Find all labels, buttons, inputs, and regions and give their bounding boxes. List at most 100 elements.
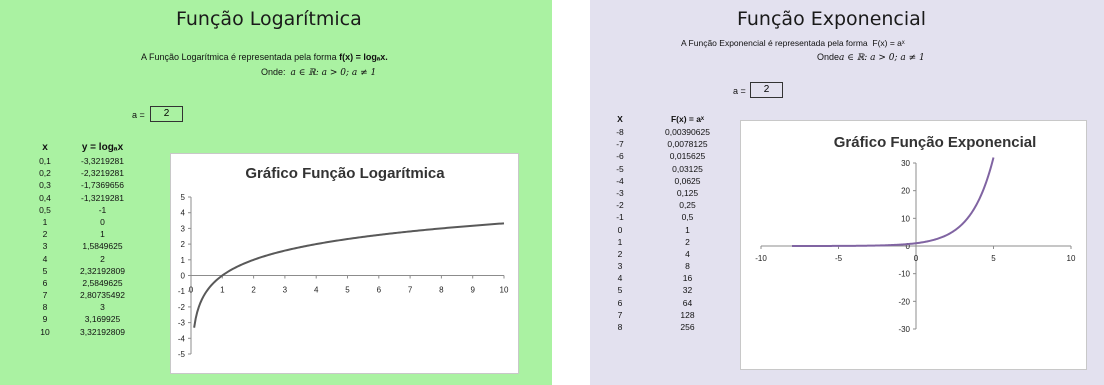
x-tick-label: -10 bbox=[755, 254, 767, 263]
y-tick-label: 10 bbox=[901, 214, 910, 223]
table-row: 0,5 -1 bbox=[25, 204, 145, 216]
x-tick-label: 7 bbox=[408, 286, 413, 295]
y-cell: 0 bbox=[100, 216, 105, 227]
y-cell: 0,03125 bbox=[672, 163, 703, 174]
y-cell: 3,169925 bbox=[84, 314, 121, 325]
x-cell: -6 bbox=[616, 151, 624, 162]
y-tick-label: -30 bbox=[898, 325, 910, 334]
x-cell: 6 bbox=[617, 297, 623, 308]
exp-a-label: a = bbox=[733, 86, 746, 96]
x-cell: 2 bbox=[42, 229, 48, 240]
log-title: Função Logarítmica bbox=[176, 8, 362, 30]
table-row: 0,2 -2,3219281 bbox=[25, 167, 145, 179]
x-cell: 0,1 bbox=[39, 156, 51, 166]
table-row: -4 0,0625 bbox=[605, 175, 735, 187]
y-tick-label: -10 bbox=[898, 270, 910, 279]
x-cell: 7 bbox=[42, 290, 48, 301]
table-row: 3 1,5849625 bbox=[25, 240, 145, 252]
x-tick-label: 10 bbox=[1067, 254, 1076, 263]
log-a-label: a = bbox=[132, 110, 145, 120]
y-cell: 1,5849625 bbox=[82, 241, 123, 252]
x-cell: -2 bbox=[616, 200, 624, 211]
x-cell: 5 bbox=[617, 285, 623, 296]
x-cell: 8 bbox=[617, 322, 623, 332]
log-condition: Onde: a ∈ ℝ: a > 0; a ≠ 1 bbox=[261, 67, 377, 78]
y-tick-label: 0 bbox=[906, 242, 911, 251]
y-tick-label: 5 bbox=[181, 193, 186, 202]
x-cell: 0 bbox=[617, 224, 623, 235]
y-cell: 4 bbox=[685, 248, 690, 259]
exp-condition: Ondea ∈ ℝ: a > 0; a ≠ 1 bbox=[817, 52, 925, 63]
table-row: -5 0,03125 bbox=[605, 163, 735, 175]
x-cell: 10 bbox=[40, 326, 50, 337]
y-cell: 2 bbox=[100, 253, 105, 264]
table-row: -6 0,015625 bbox=[605, 150, 735, 162]
y-cell: 1 bbox=[100, 229, 105, 240]
y-cell: 0,00390625 bbox=[665, 127, 710, 137]
exp-col-y-header: F(x) = aˣ bbox=[670, 114, 705, 124]
log-chart: Gráfico Função Logarítmica 0 1 2 3 4 5 6 7 8 9 10 5 4… bbox=[170, 153, 519, 374]
table-row: 6 64 bbox=[605, 297, 735, 309]
log-a-input[interactable]: 2 bbox=[150, 106, 183, 122]
x-tick-label: 5 bbox=[345, 286, 350, 295]
y-tick-label: 0 bbox=[181, 272, 186, 281]
y-cell: -1,7369656 bbox=[80, 180, 124, 191]
y-cell: 128 bbox=[680, 309, 695, 320]
x-cell: 0,2 bbox=[39, 168, 51, 179]
y-tick-label: 4 bbox=[181, 209, 186, 218]
exp-a-input[interactable]: 2 bbox=[750, 82, 783, 98]
y-cell: 256 bbox=[680, 322, 695, 332]
x-cell: 1 bbox=[617, 236, 623, 247]
table-row: 6 2,5849625 bbox=[25, 277, 145, 289]
y-tick-label: -3 bbox=[178, 319, 186, 328]
y-cell: 0,5 bbox=[681, 212, 694, 223]
table-row: -7 0,0078125 bbox=[605, 138, 735, 150]
x-tick-label: 9 bbox=[470, 286, 475, 295]
x-cell: 0,3 bbox=[39, 180, 51, 191]
table-row: -1 0,5 bbox=[605, 211, 735, 223]
x-tick-label: 0 bbox=[914, 254, 919, 263]
y-cell: -2,3219281 bbox=[80, 168, 124, 179]
x-cell: 2 bbox=[617, 248, 623, 259]
y-cell: 32 bbox=[682, 285, 693, 296]
log-table-header: x y = logₐx bbox=[25, 141, 145, 155]
y-cell: 64 bbox=[682, 297, 693, 308]
x-cell: 6 bbox=[42, 277, 48, 288]
exp-col-x-header: X bbox=[617, 114, 623, 124]
log-description: A Função Logarítmica é representada pela… bbox=[141, 52, 388, 62]
x-tick-label: 6 bbox=[377, 286, 382, 295]
y-cell: 16 bbox=[682, 273, 693, 284]
x-cell: 3 bbox=[42, 241, 48, 252]
series-line bbox=[792, 157, 995, 247]
y-tick-label: 1 bbox=[181, 256, 186, 265]
x-tick-label: 2 bbox=[251, 286, 256, 295]
x-cell: 8 bbox=[42, 302, 48, 313]
y-cell: 2,5849625 bbox=[82, 277, 123, 288]
table-row: 9 3,169925 bbox=[25, 313, 145, 325]
y-cell: 0,015625 bbox=[669, 151, 706, 162]
x-cell: 4 bbox=[617, 273, 623, 284]
x-tick-label: 3 bbox=[283, 286, 288, 295]
y-cell: -1 bbox=[98, 204, 107, 215]
x-cell: 0,4 bbox=[39, 192, 51, 203]
table-row: -8 0,00390625 bbox=[605, 126, 735, 138]
x-cell: -4 bbox=[616, 175, 624, 186]
y-cell: 0,25 bbox=[679, 200, 696, 211]
y-tick-label: 3 bbox=[181, 224, 186, 233]
log-col-x-header: x bbox=[42, 142, 48, 153]
y-tick-label: -20 bbox=[898, 297, 910, 306]
series-line bbox=[193, 222, 505, 328]
y-cell: -1,3219281 bbox=[80, 192, 124, 203]
x-cell: 5 bbox=[42, 265, 48, 276]
exp-description: A Função Exponencial é representada pela… bbox=[681, 38, 905, 48]
y-tick-label: -1 bbox=[178, 287, 186, 296]
y-cell: 1 bbox=[685, 224, 690, 235]
x-cell: 1 bbox=[42, 216, 48, 227]
exp-table: X F(x) = aˣ -8 0,00390625 -7 0,0078125 -6 0,0… bbox=[605, 112, 735, 333]
